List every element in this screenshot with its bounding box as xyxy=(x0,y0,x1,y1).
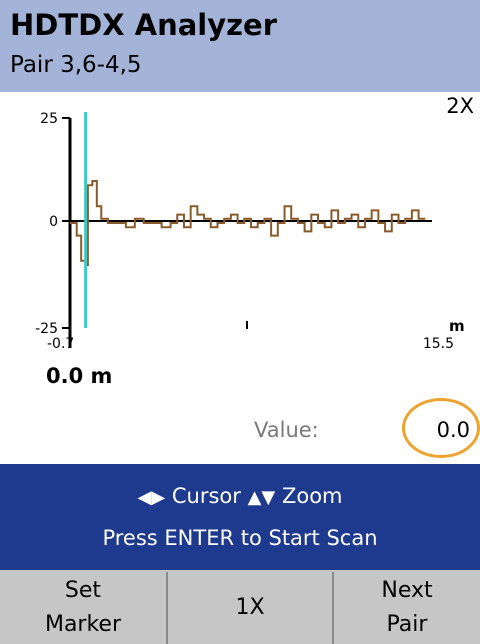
plot-axes: 25 0 -25 -0.7 15.5 m xyxy=(35,111,465,352)
set-marker-line1: Set xyxy=(64,577,102,603)
x-unit-label: m xyxy=(449,317,465,335)
series-line-0 xyxy=(70,180,426,266)
cursor-position: 0.0 m xyxy=(46,364,113,388)
zoom-1x-softkey[interactable]: 1X xyxy=(166,572,332,644)
set-marker-softkey[interactable]: Set Marker xyxy=(0,572,166,644)
next-pair-softkey[interactable]: Next Pair xyxy=(332,572,480,644)
value-highlight-ring xyxy=(402,398,480,458)
trace-group xyxy=(70,180,426,266)
plot-area xyxy=(0,92,480,462)
y-zero-label: 0 xyxy=(49,214,58,230)
cursor-hint: Cursor xyxy=(171,484,241,508)
y-min-label: -25 xyxy=(35,321,58,337)
status-bar: ◀▶ Cursor ▲▼ Zoom Press ENTER to Start S… xyxy=(0,464,480,570)
up-down-arrows-icon: ▲▼ xyxy=(247,487,276,508)
set-marker-line2: Marker xyxy=(44,612,122,637)
zoom-indicator: 2X xyxy=(446,94,474,118)
y-max-label: 25 xyxy=(40,111,58,127)
title-bar: HDTDX Analyzer Pair 3,6-4,5 xyxy=(0,0,480,92)
app-title: HDTDX Analyzer xyxy=(10,8,278,42)
zoom-hint: Zoom xyxy=(281,484,343,508)
zoom-1x-label: 1X xyxy=(235,594,265,620)
pair-label: Pair 3,6-4,5 xyxy=(10,52,142,78)
x-start-label: -0.7 xyxy=(47,336,74,352)
status-line-1: ◀▶ Cursor ▲▼ Zoom xyxy=(0,484,480,508)
value-label: Value: xyxy=(254,418,319,442)
next-pair-line1: Next xyxy=(381,577,433,603)
softkey-bar: Set Marker 1X Next Pair xyxy=(0,570,480,644)
left-right-arrows-icon: ◀▶ xyxy=(137,487,166,508)
next-pair-line2: Pair xyxy=(386,612,428,637)
hdtdx-plot[interactable]: 25 0 -25 -0.7 15.5 m xyxy=(0,92,480,462)
x-end-label: 15.5 xyxy=(423,336,454,352)
value-readout: 0.0 xyxy=(436,418,470,442)
status-line-2: Press ENTER to Start Scan xyxy=(102,526,378,550)
